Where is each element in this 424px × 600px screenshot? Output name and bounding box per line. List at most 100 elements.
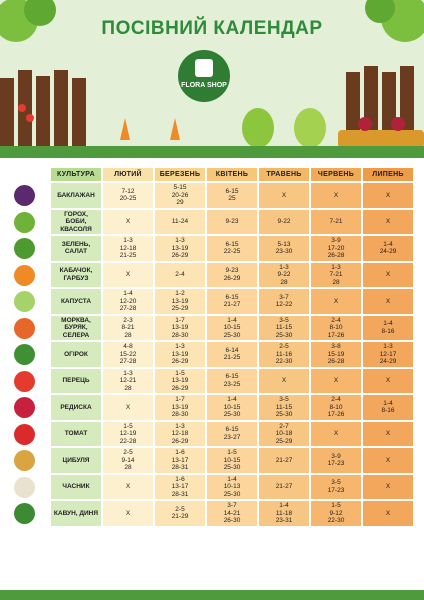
date-range: X — [385, 191, 391, 199]
date-range: 28 — [124, 384, 132, 392]
date-range: X — [385, 218, 391, 225]
date-range: 28 — [124, 331, 132, 339]
date-cell: X — [310, 420, 362, 447]
date-range: 26-29 — [171, 384, 189, 392]
date-range: 1-3 — [383, 343, 393, 350]
date-range: X — [385, 430, 391, 437]
date-cell: 6-15 23-25 — [206, 367, 258, 394]
date-cell: 5-13 23-30 — [258, 235, 310, 262]
date-range: 23-30 — [275, 248, 293, 256]
date-range: 2-5 — [175, 505, 185, 513]
date-range: 1-4 — [383, 320, 393, 328]
culture: КАВУН, ДИНЯ — [50, 500, 102, 527]
date-range: X — [125, 403, 131, 411]
date-range: 2-4 — [331, 316, 341, 324]
vegetable-icon — [14, 185, 35, 206]
date-cell: 1-6 13-17 28-31 — [154, 473, 206, 500]
header-background — [0, 0, 424, 158]
column-header: ЛЮТИЙ — [102, 167, 154, 182]
date-range: 21-27 — [275, 456, 293, 464]
date-range: 12-19 — [119, 430, 137, 437]
date-cell: 1-3 12-18 26-29 — [154, 420, 206, 447]
date-cell: 1-4 10-15 25-30 — [206, 314, 258, 341]
date-range: 12-21 — [119, 377, 137, 384]
date-range: 3-9 — [331, 237, 341, 244]
culture: БАКЛАЖАН — [50, 182, 102, 209]
date-range: 8-10 — [329, 324, 343, 331]
date-range: 2-3 — [123, 316, 133, 324]
date-range: 13-19 — [171, 297, 189, 305]
date-range: 5-13 — [277, 240, 291, 248]
date-range: 1-4 — [123, 290, 133, 297]
date-range: X — [125, 483, 131, 490]
culture: РЕДИСКА — [50, 394, 102, 421]
date-range: 12-22 — [275, 301, 293, 309]
date-cell: 6-15 22-25 — [206, 235, 258, 262]
vegetable-icon — [14, 503, 35, 524]
date-range: 1-3 — [175, 422, 185, 430]
date-range: 2-5 — [123, 449, 133, 456]
culture: КАБАЧОК, ГАРБУЗ — [50, 261, 102, 288]
date-range: X — [333, 297, 339, 305]
date-cell: X — [362, 420, 414, 447]
date-cell: X — [310, 182, 362, 209]
column-header: КУЛЬТУРА — [50, 167, 102, 182]
vegetable-icon — [14, 450, 35, 471]
date-cell: 1-3 13-19 26-29 — [154, 341, 206, 368]
date-range: 7-21 — [329, 271, 343, 278]
date-range: 1-4 — [227, 396, 237, 403]
date-cell: X — [362, 288, 414, 315]
date-range: 27-28 — [119, 305, 137, 312]
date-range: 2-4 — [331, 396, 341, 403]
date-range: 1-3 — [331, 263, 341, 271]
date-range: 1-5 — [123, 422, 133, 430]
date-cell: 1-4 10-13 25-30 — [206, 473, 258, 500]
date-range: 5-15 — [173, 184, 187, 191]
date-range: 14-21 — [223, 509, 241, 517]
date-range: 29 — [176, 199, 184, 206]
date-range: X — [125, 218, 131, 225]
date-range: 22-28 — [119, 437, 137, 445]
date-cell: 21-27 — [258, 473, 310, 500]
date-cell: 5-15 20-26 29 — [154, 182, 206, 209]
date-cell: 1-7 13-19 28-30 — [154, 314, 206, 341]
vegetable-icon — [14, 423, 35, 445]
date-range: X — [385, 483, 391, 490]
culture: КАПУСТА — [50, 288, 102, 315]
date-range: 1-3 — [279, 263, 289, 271]
date-range: 9-23 — [225, 267, 239, 275]
vegetable-icon — [14, 264, 35, 286]
culture: ЗЕЛЕНЬ, САЛАТ — [50, 235, 102, 262]
date-range: 1-3 — [175, 343, 185, 350]
date-range: 6-15 — [225, 293, 239, 301]
date-range: 17-20 — [327, 244, 345, 252]
date-range: 6-15 — [225, 240, 239, 248]
date-range: X — [333, 377, 339, 384]
date-range: 21-25 — [223, 354, 241, 362]
date-range: 21-27 — [223, 301, 241, 309]
date-cell: X — [102, 394, 154, 421]
date-range: 17-26 — [327, 331, 345, 339]
date-range: 1-4 — [279, 502, 289, 509]
date-range: 1-4 — [383, 240, 393, 248]
brand: FLORA SHOP — [181, 82, 227, 89]
date-range: 15-22 — [119, 350, 137, 358]
date-range: 7-12 — [121, 187, 135, 195]
date-range: 10-13 — [223, 483, 241, 490]
column-header: ЧЕРВЕНЬ — [310, 167, 362, 182]
date-range: X — [385, 509, 391, 517]
vegetable-icon — [14, 397, 35, 418]
date-range: 17-26 — [327, 411, 345, 418]
date-cell: X — [362, 367, 414, 394]
date-range: 10-15 — [223, 324, 241, 331]
date-range: 27-28 — [119, 358, 137, 365]
date-cell: 2-5 11-16 22-30 — [258, 341, 310, 368]
date-cell: 1-6 13-17 28-31 — [154, 447, 206, 474]
date-range: 10-15 — [223, 456, 241, 464]
date-range: X — [385, 377, 391, 384]
date-range: X — [385, 297, 391, 305]
date-range: 21-27 — [275, 483, 293, 490]
date-range: 26-29 — [171, 358, 189, 365]
date-range: 13-19 — [171, 324, 189, 331]
date-cell: X — [258, 182, 310, 209]
